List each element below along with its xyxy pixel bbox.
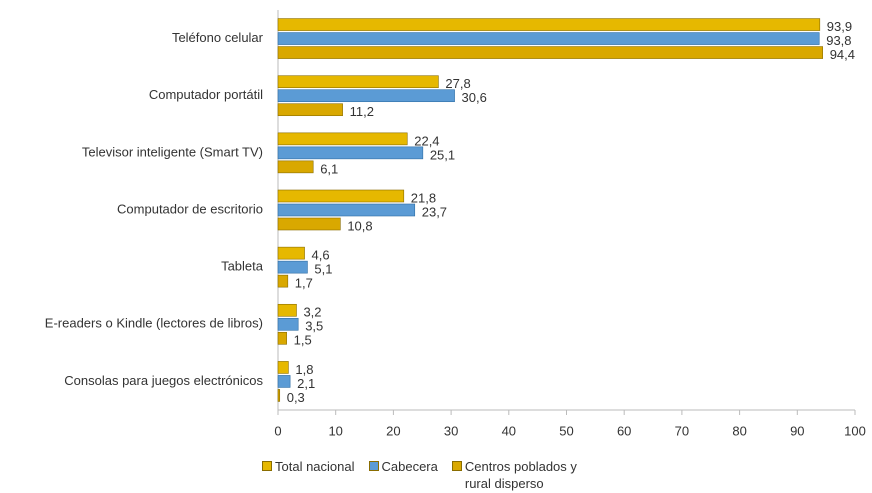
value-label: 10,8 bbox=[347, 218, 372, 233]
value-label: 0,3 bbox=[287, 390, 305, 405]
legend-swatch bbox=[451, 461, 462, 471]
value-label: 3,2 bbox=[303, 305, 321, 320]
value-label: 22,4 bbox=[414, 133, 439, 148]
bar bbox=[277, 32, 820, 45]
value-label: 1,5 bbox=[294, 333, 312, 348]
value-label: 21,8 bbox=[411, 190, 436, 205]
legend-label: Centros poblados y rural disperso bbox=[464, 459, 577, 491]
x-tick-label: 80 bbox=[732, 423, 746, 438]
x-tick-label: 30 bbox=[444, 423, 458, 438]
value-label: 11,2 bbox=[350, 104, 374, 119]
bar bbox=[277, 46, 823, 59]
value-label: 27,8 bbox=[445, 76, 470, 91]
bar bbox=[277, 189, 405, 203]
bar bbox=[277, 146, 424, 160]
bar bbox=[277, 260, 308, 274]
value-label: 93,9 bbox=[827, 19, 852, 34]
legend: Total nacional Cabecera Centros poblados y… bbox=[262, 458, 609, 492]
legend-item: Centros poblados y rural disperso bbox=[451, 458, 595, 492]
legend-item: Cabecera bbox=[368, 458, 438, 492]
legend-swatch bbox=[262, 461, 272, 471]
value-label: 93,8 bbox=[826, 33, 851, 48]
x-tick-label: 50 bbox=[559, 423, 573, 438]
bar bbox=[277, 103, 343, 117]
legend-label: Cabecera bbox=[381, 459, 438, 474]
bar bbox=[277, 274, 289, 288]
x-tick-label: 0 bbox=[274, 423, 281, 438]
bar bbox=[277, 246, 305, 260]
bar bbox=[277, 18, 821, 31]
legend-label: Total nacional bbox=[275, 459, 355, 474]
bar bbox=[277, 317, 299, 331]
value-label: 30,6 bbox=[462, 90, 487, 105]
category-label: Computador portátil bbox=[149, 87, 263, 102]
x-tick-label: 60 bbox=[617, 423, 631, 438]
x-tick-label: 10 bbox=[328, 423, 342, 438]
bar bbox=[277, 331, 287, 345]
category-label: Tableta bbox=[221, 259, 264, 274]
bar bbox=[277, 160, 314, 174]
bar bbox=[277, 389, 281, 402]
category-label: Televisor inteligente (Smart TV) bbox=[82, 144, 263, 159]
value-label: 94,4 bbox=[830, 47, 855, 62]
bar bbox=[277, 361, 289, 374]
chart: 0 10 20 30 40 50 60 70 80 90 100 Teléfono celular 93… bbox=[45, 10, 866, 438]
bar bbox=[277, 203, 416, 217]
x-tick-label: 90 bbox=[790, 423, 804, 438]
value-label: 2,1 bbox=[297, 376, 315, 391]
value-label: 5,1 bbox=[314, 262, 332, 277]
category-label: E-readers o Kindle (lectores de libros) bbox=[45, 316, 263, 331]
x-tick-label: 70 bbox=[675, 423, 689, 438]
x-tick-label: 40 bbox=[502, 423, 516, 438]
legend-swatch bbox=[368, 461, 379, 471]
value-label: 6,1 bbox=[320, 161, 338, 176]
category-label: Teléfono celular bbox=[172, 30, 264, 45]
value-label: 25,1 bbox=[430, 147, 455, 162]
value-label: 23,7 bbox=[422, 204, 447, 219]
bar bbox=[277, 303, 297, 317]
legend-item: Total nacional bbox=[262, 458, 355, 492]
category-label: Computador de escritorio bbox=[117, 201, 263, 216]
value-label: 4,6 bbox=[312, 248, 330, 263]
value-label: 1,7 bbox=[295, 276, 313, 291]
x-tick-label: 100 bbox=[844, 423, 866, 438]
bar bbox=[277, 375, 291, 388]
bar bbox=[277, 75, 439, 89]
x-tick-label: 20 bbox=[386, 423, 400, 438]
bar bbox=[277, 132, 408, 146]
value-label: 3,5 bbox=[305, 319, 323, 334]
value-label: 1,8 bbox=[295, 362, 313, 377]
bar bbox=[277, 217, 341, 231]
bar bbox=[277, 89, 455, 103]
category-label: Consolas para juegos electrónicos bbox=[64, 373, 263, 388]
